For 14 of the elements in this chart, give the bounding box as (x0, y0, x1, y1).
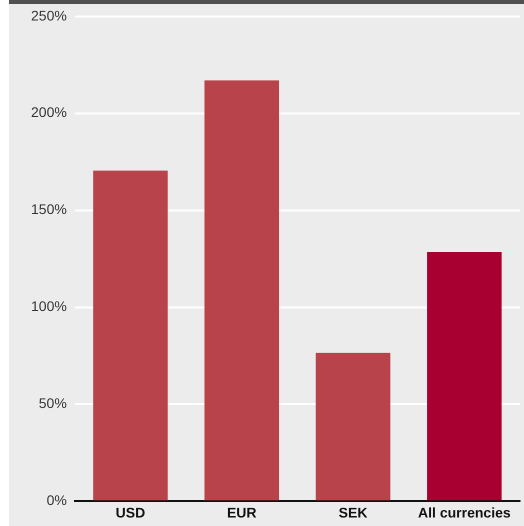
y-tick-label: 150% (30, 201, 67, 218)
y-tick-label: 50% (38, 395, 67, 412)
bar (427, 252, 502, 500)
x-tick-label: USD (116, 504, 146, 520)
y-tick-label: 250% (30, 7, 67, 24)
x-tick-label: EUR (226, 504, 257, 520)
bar (93, 170, 168, 500)
x-tick-label: SEK (338, 504, 368, 520)
x-tick-label: All currencies (418, 504, 511, 520)
y-tick-label: 200% (30, 104, 67, 120)
y-tick-label: 100% (30, 298, 67, 314)
bar (316, 352, 390, 500)
bar (204, 80, 280, 500)
y-tick-label: 0% (46, 492, 67, 508)
